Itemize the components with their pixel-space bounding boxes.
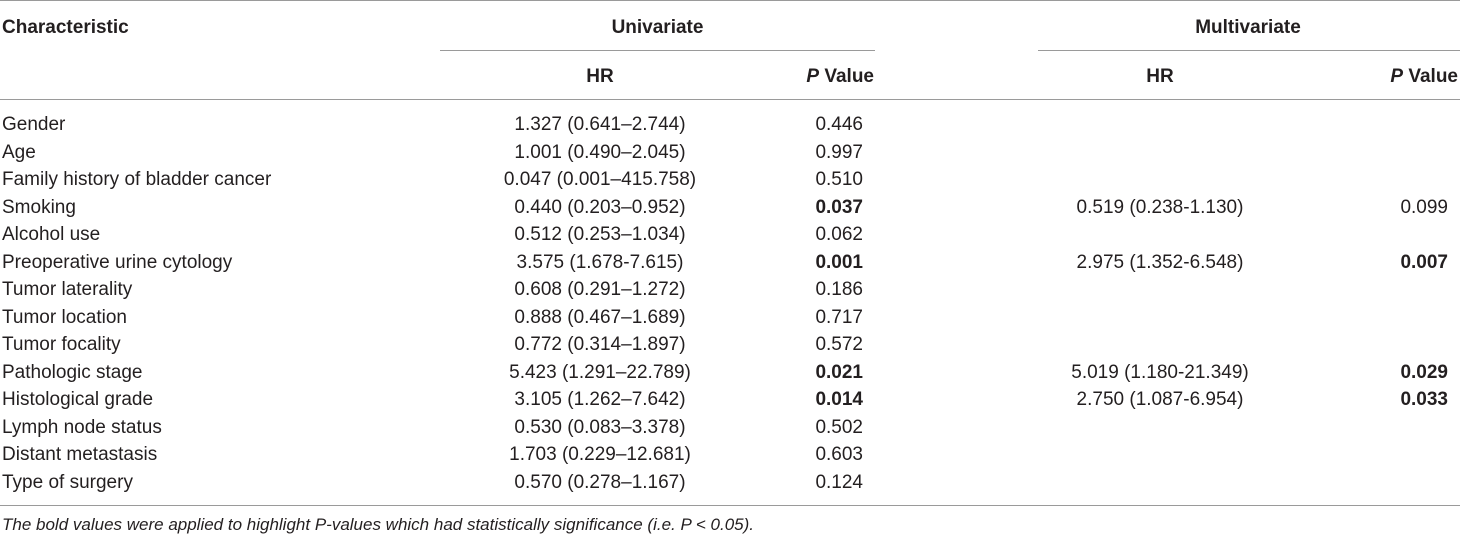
table-row: Tumor focality 0.772 (0.314–1.897) 0.572: [0, 334, 1460, 361]
row-univariate-hr: 5.423 (1.291–22.789): [509, 361, 691, 383]
value-word: Value: [1403, 66, 1458, 87]
row-univariate-p-value: 0.001: [815, 251, 863, 273]
row-univariate-p-value: 0.572: [815, 334, 863, 355]
univariate-group-rule: [440, 50, 875, 51]
row-univariate-p-value: 0.510: [815, 169, 863, 190]
row-multivariate-p-value: 0.007: [1400, 251, 1448, 273]
row-univariate-p-value: 0.502: [815, 416, 863, 438]
table-row: Alcohol use 0.512 (0.253–1.034) 0.062: [0, 224, 1460, 251]
row-univariate-p-value: 0.021: [815, 361, 863, 383]
table-bottom-rule: [0, 505, 1460, 506]
row-univariate-p-value: 0.037: [815, 196, 863, 218]
row-univariate-hr: 3.105 (1.262–7.642): [514, 389, 686, 410]
row-univariate-hr: 1.703 (0.229–12.681): [509, 444, 691, 465]
row-univariate-p-value: 0.062: [815, 224, 863, 245]
table-row: Smoking 0.440 (0.203–0.952) 0.037 0.519 (0.…: [0, 197, 1460, 224]
table-row: Pathologic stage 5.423 (1.291–22.789) 0.02…: [0, 362, 1460, 389]
row-characteristic: Age: [2, 141, 36, 163]
row-multivariate-hr: 2.975 (1.352-6.548): [1076, 251, 1244, 273]
row-univariate-p-value: 0.124: [815, 471, 863, 493]
row-univariate-hr: 0.512 (0.253–1.034): [514, 224, 686, 245]
row-univariate-hr: 0.440 (0.203–0.952): [514, 196, 686, 218]
header-univariate-hr: HR: [586, 66, 614, 87]
table-row: Histological grade 3.105 (1.262–7.642) 0.0…: [0, 389, 1460, 416]
row-multivariate-hr: 5.019 (1.180-21.349): [1071, 361, 1249, 383]
row-characteristic: Pathologic stage: [2, 361, 143, 383]
table-footnote: The bold values were applied to highligh…: [2, 515, 755, 534]
row-univariate-hr: 0.570 (0.278–1.167): [514, 471, 686, 493]
row-characteristic: Family history of bladder cancer: [2, 169, 272, 190]
row-characteristic: Alcohol use: [2, 224, 101, 245]
table-top-rule: [0, 0, 1460, 1]
row-univariate-hr: 1.327 (0.641–2.744): [514, 114, 686, 135]
row-multivariate-p-value: 0.099: [1400, 196, 1448, 218]
header-bottom-rule: [0, 99, 1460, 100]
header-univariate: Univariate: [611, 17, 704, 38]
row-multivariate-hr: 0.519 (0.238-1.130): [1076, 196, 1244, 218]
table-row: Family history of bladder cancer 0.047 (0…: [0, 169, 1460, 196]
row-characteristic: Preoperative urine cytology: [2, 251, 233, 273]
row-characteristic: Tumor laterality: [2, 279, 133, 300]
table-row: Preoperative urine cytology 3.575 (1.678-…: [0, 252, 1460, 279]
p-letter: P: [806, 66, 820, 87]
row-characteristic: Tumor focality: [2, 334, 121, 355]
value-word: Value: [819, 66, 874, 87]
row-univariate-p-value: 0.997: [815, 141, 863, 163]
row-characteristic: Type of surgery: [2, 471, 133, 493]
row-univariate-hr: 1.001 (0.490–2.045): [514, 141, 686, 163]
table-row: Tumor laterality 0.608 (0.291–1.272) 0.186: [0, 279, 1460, 306]
table-row: Lymph node status 0.530 (0.083–3.378) 0.50…: [0, 417, 1460, 444]
row-univariate-p-value: 0.186: [815, 279, 863, 300]
row-multivariate-hr: 2.750 (1.087-6.954): [1076, 389, 1244, 410]
row-univariate-p-value: 0.446: [815, 114, 863, 135]
row-univariate-hr: 0.530 (0.083–3.378): [514, 416, 686, 438]
table-row: Gender 1.327 (0.641–2.744) 0.446: [0, 114, 1460, 141]
row-univariate-hr: 0.047 (0.001–415.758): [503, 169, 697, 190]
table-row: Distant metastasis 1.703 (0.229–12.681) 0.…: [0, 444, 1460, 471]
row-univariate-hr: 3.575 (1.678-7.615): [516, 251, 684, 273]
row-characteristic: Lymph node status: [2, 416, 162, 438]
header-multivariate-hr: HR: [1146, 66, 1174, 87]
table-row: Tumor location 0.888 (0.467–1.689) 0.717: [0, 307, 1460, 334]
row-univariate-p-value: 0.717: [815, 306, 863, 328]
row-characteristic: Histological grade: [2, 389, 154, 410]
row-characteristic: Smoking: [2, 196, 76, 218]
row-univariate-p-value: 0.603: [815, 444, 863, 465]
multivariate-group-rule: [1038, 50, 1460, 51]
row-characteristic: Gender: [2, 114, 66, 135]
header-multivariate-p-value: P Value: [1320, 66, 1458, 88]
row-univariate-hr: 0.888 (0.467–1.689): [514, 306, 686, 328]
row-univariate-hr: 0.772 (0.314–1.897): [514, 334, 686, 355]
p-letter: P: [1390, 66, 1404, 87]
table-row: Type of surgery 0.570 (0.278–1.167) 0.124: [0, 472, 1460, 499]
row-univariate-hr: 0.608 (0.291–1.272): [514, 279, 686, 300]
row-multivariate-p-value: 0.033: [1400, 389, 1448, 410]
table-row: Age 1.001 (0.490–2.045) 0.997: [0, 142, 1460, 169]
row-multivariate-p-value: 0.029: [1400, 361, 1448, 383]
header-univariate-p-value: P Value: [760, 66, 874, 88]
header-multivariate: Multivariate: [1195, 17, 1301, 38]
row-univariate-p-value: 0.014: [815, 389, 863, 410]
header-characteristic: Characteristic: [2, 17, 129, 38]
row-characteristic: Distant metastasis: [2, 444, 158, 465]
row-characteristic: Tumor location: [2, 306, 127, 328]
